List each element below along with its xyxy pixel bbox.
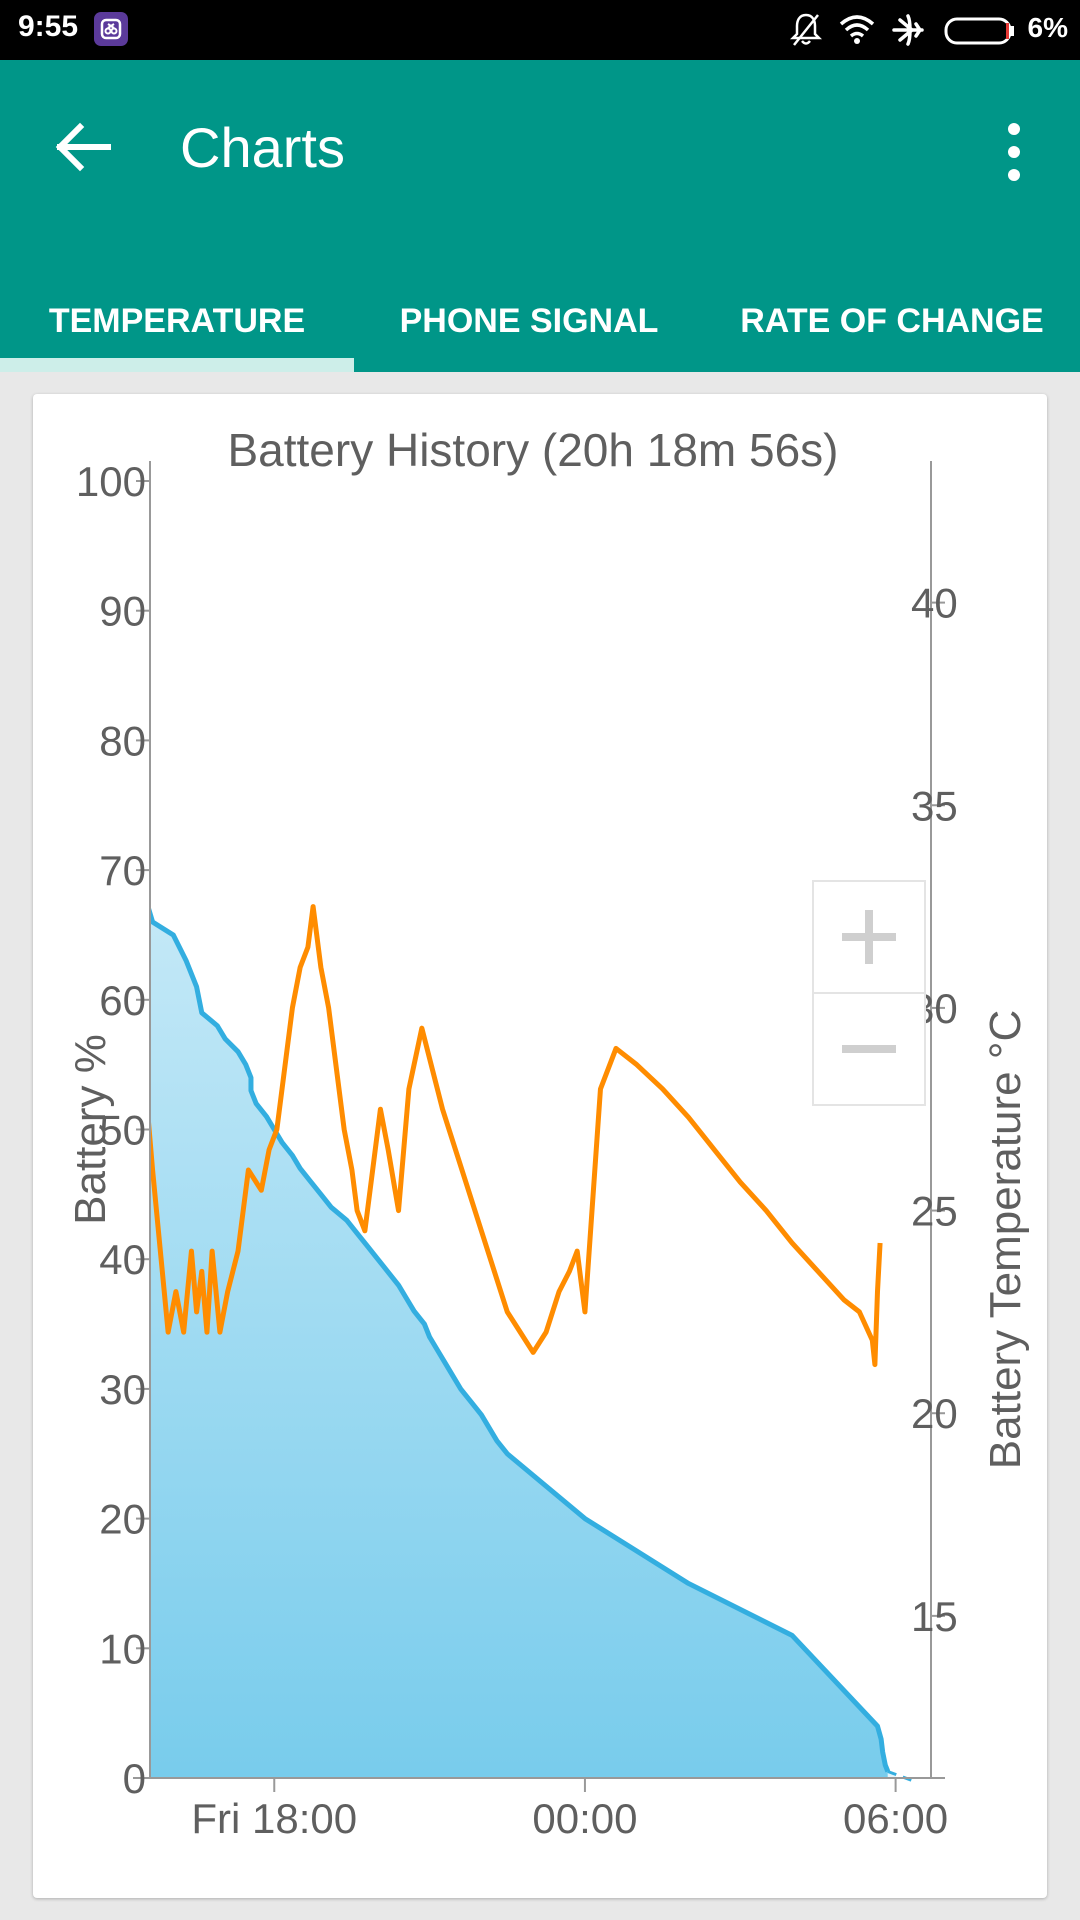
battery-area-fill bbox=[150, 913, 888, 1778]
status-time: 9:55 bbox=[18, 10, 79, 43]
zoom-out-button[interactable] bbox=[814, 994, 924, 1105]
mute-icon bbox=[790, 13, 822, 46]
tab-rate-of-change[interactable]: RATE OF CHANGE bbox=[740, 302, 1044, 340]
app-badge-icon bbox=[94, 12, 128, 46]
x-tick-label: 06:00 bbox=[843, 1795, 948, 1842]
y-tick-label: 90 bbox=[99, 588, 146, 635]
y2-tick-label: 15 bbox=[911, 1593, 958, 1640]
y2-tick-label: 20 bbox=[911, 1390, 958, 1437]
battery-icon bbox=[944, 17, 1014, 45]
y-tick-label: 20 bbox=[99, 1496, 146, 1543]
y-tick-label: 30 bbox=[99, 1366, 146, 1413]
airplane-icon bbox=[892, 14, 924, 46]
zoom-divider bbox=[814, 992, 924, 994]
app-bar: Charts TEMPERATURE PHONE SIGNAL RATE OF … bbox=[0, 60, 1080, 372]
battery-percent: 6% bbox=[1027, 12, 1068, 43]
y-tick-label: 60 bbox=[99, 977, 146, 1024]
y-tick-label: 70 bbox=[99, 847, 146, 894]
tab-indicator bbox=[0, 358, 354, 372]
y2-tick-label: 25 bbox=[911, 1188, 958, 1235]
chart-card: 0 10 20 30 40 50 60 70 80 90 100 15 20 25 30 35 40 Fri 18… bbox=[33, 394, 1047, 1898]
y-tick-label: 100 bbox=[76, 458, 146, 505]
status-bar: 9:55 6% bbox=[0, 0, 1080, 60]
overflow-menu-button[interactable] bbox=[990, 115, 1040, 195]
y2-tick-label: 35 bbox=[911, 782, 958, 829]
tab-bar: TEMPERATURE PHONE SIGNAL RATE OF CHANGE bbox=[0, 280, 1080, 372]
zoom-controls bbox=[812, 880, 926, 1106]
y2-tick-label: 40 bbox=[911, 580, 958, 627]
x-tick-label: Fri 18:00 bbox=[191, 1795, 357, 1842]
plus-icon bbox=[842, 910, 896, 964]
battery-line bbox=[150, 904, 891, 1773]
tab-temperature[interactable]: TEMPERATURE bbox=[48, 302, 306, 340]
tab-phone-signal[interactable]: PHONE SIGNAL bbox=[399, 302, 659, 340]
more-vert-icon bbox=[1008, 123, 1020, 181]
temperature-line bbox=[150, 904, 883, 1368]
arrow-left-icon bbox=[55, 122, 111, 172]
page-title: Charts bbox=[180, 116, 345, 179]
x-tick-label: 00:00 bbox=[532, 1795, 637, 1842]
y-tick-label: 80 bbox=[99, 717, 146, 764]
wifi-icon bbox=[839, 15, 875, 44]
zoom-in-button[interactable] bbox=[814, 882, 924, 993]
y-axis-label: Battery % bbox=[66, 1034, 115, 1225]
y-tick-label: 50 bbox=[99, 1107, 146, 1154]
y-tick-label: 10 bbox=[99, 1625, 146, 1672]
back-button[interactable] bbox=[50, 112, 120, 182]
y-tick-label: 40 bbox=[99, 1236, 146, 1283]
battery-projection-line bbox=[887, 1770, 917, 1784]
chart-title: Battery History (20h 18m 56s) bbox=[227, 424, 838, 476]
y2-axis-label: Battery Temperature °C bbox=[981, 1010, 1030, 1469]
minus-icon bbox=[842, 1045, 896, 1053]
y-tick-label: 0 bbox=[123, 1755, 146, 1802]
